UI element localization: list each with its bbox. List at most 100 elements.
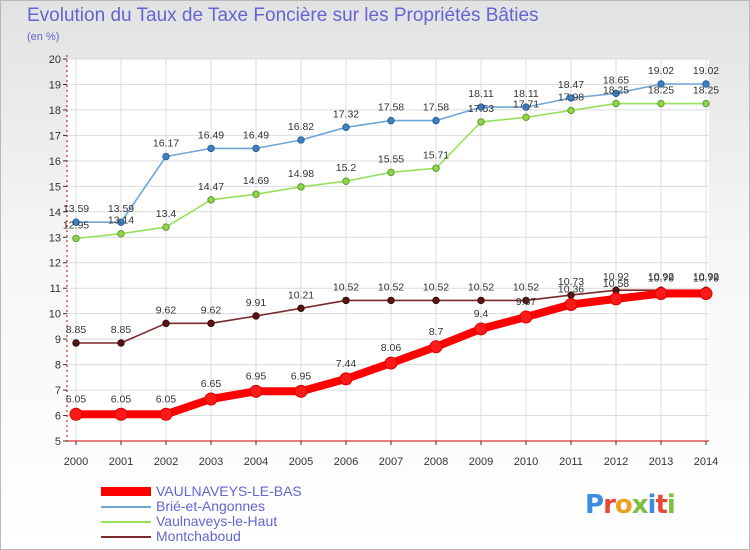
x-tick-label: 2004 (244, 456, 268, 468)
data-point-montchaboud (72, 339, 80, 347)
data-label-montchaboud: 8.85 (111, 324, 132, 336)
data-point-montchaboud (477, 296, 485, 305)
data-label-montchaboud: 10.21 (288, 289, 314, 301)
data-label-vaulnaveys-le-bas: 10.58 (603, 278, 629, 290)
proxiti-logo: Proxiti (585, 490, 676, 520)
data-point-vaulnaveys-le-haut (567, 106, 575, 115)
legend-label: Montchaboud (156, 528, 241, 544)
y-tick-label: 15 (49, 181, 61, 193)
data-point-vaulnaveys-le-haut (252, 190, 260, 198)
data-label-montchaboud: 10.52 (468, 281, 494, 293)
data-point-vaulnaveys-le-bas (609, 292, 623, 306)
data-point-vaulnaveys-le-haut (207, 196, 215, 204)
legend-label: Brié-et-Angonnes (156, 498, 265, 514)
data-point-vaulnaveys-le-haut (477, 118, 485, 126)
data-point-brie-et-angonnes (297, 136, 305, 144)
x-tick-label: 2002 (154, 456, 178, 468)
y-tick-label: 18 (49, 105, 61, 117)
data-point-vaulnaveys-le-bas (159, 407, 173, 421)
data-label-vaulnaveys-le-haut: 18.25 (603, 85, 629, 97)
data-point-brie-et-angonnes (702, 80, 710, 88)
data-label-brie-et-angonnes: 19.02 (648, 65, 674, 77)
data-label-montchaboud: 10.52 (333, 281, 359, 293)
data-point-brie-et-angonnes (432, 116, 440, 125)
data-label-vaulnaveys-le-bas: 6.65 (201, 378, 222, 390)
chart-title: Evolution du Taux de Taxe Foncière sur l… (27, 5, 539, 26)
x-tick-label: 2014 (694, 456, 718, 468)
legend-swatch (101, 506, 151, 508)
data-label-vaulnaveys-le-haut: 12.95 (63, 220, 89, 232)
y-tick-label: 8 (55, 360, 61, 372)
data-point-vaulnaveys-le-bas (474, 322, 488, 336)
data-point-vaulnaveys-le-haut (702, 99, 710, 108)
data-point-brie-et-angonnes (117, 218, 125, 226)
plot-area (67, 59, 709, 441)
data-point-brie-et-angonnes (612, 89, 620, 98)
data-label-vaulnaveys-le-bas: 6.05 (111, 393, 132, 405)
x-tick-label: 2012 (604, 456, 628, 468)
data-label-brie-et-angonnes: 13.59 (63, 203, 89, 215)
data-label-vaulnaveys-le-bas: 10.79 (693, 273, 719, 285)
data-label-montchaboud: 10.52 (423, 281, 449, 293)
y-tick-label: 12 (49, 258, 61, 270)
data-label-vaulnaveys-le-haut: 13.14 (108, 215, 134, 227)
data-point-montchaboud (432, 296, 440, 305)
data-point-vaulnaveys-le-bas (699, 287, 713, 301)
data-point-vaulnaveys-le-bas (654, 287, 668, 301)
data-label-brie-et-angonnes: 19.02 (693, 65, 719, 77)
data-point-vaulnaveys-le-bas (249, 384, 263, 398)
data-point-vaulnaveys-le-bas (69, 407, 83, 421)
data-label-brie-et-angonnes: 17.58 (423, 102, 449, 114)
y-tick-label: 11 (50, 283, 61, 295)
data-label-montchaboud: 10.52 (378, 281, 404, 293)
data-label-vaulnaveys-le-haut: 15.71 (423, 149, 449, 161)
data-label-vaulnaveys-le-haut: 15.2 (336, 162, 357, 174)
data-label-montchaboud: 10.92 (648, 271, 674, 283)
x-tick-label: 2005 (289, 456, 313, 468)
data-point-montchaboud (207, 319, 215, 328)
data-point-montchaboud (387, 296, 395, 305)
unit-label: (en %) (27, 31, 60, 43)
data-label-vaulnaveys-le-haut: 14.69 (243, 175, 269, 187)
data-point-brie-et-angonnes (252, 144, 260, 153)
data-label-vaulnaveys-le-haut: 15.55 (378, 153, 404, 165)
data-point-montchaboud (342, 296, 350, 305)
legend-swatch (101, 536, 151, 538)
data-label-brie-et-angonnes: 16.82 (288, 121, 314, 133)
data-label-montchaboud: 9.62 (156, 304, 177, 316)
data-label-vaulnaveys-le-haut: 17.53 (468, 103, 494, 115)
data-point-vaulnaveys-le-bas (294, 384, 308, 398)
data-label-brie-et-angonnes: 18.65 (603, 74, 629, 86)
data-label-brie-et-angonnes: 18.11 (513, 88, 539, 100)
y-tick-label: 9 (55, 334, 61, 346)
data-point-vaulnaveys-le-haut (72, 234, 80, 243)
data-label-vaulnaveys-le-haut: 17.98 (558, 91, 584, 103)
data-label-vaulnaveys-le-bas: 6.05 (66, 393, 87, 405)
data-point-montchaboud (117, 339, 125, 347)
data-point-brie-et-angonnes (522, 103, 530, 111)
data-point-vaulnaveys-le-bas (519, 310, 533, 324)
data-point-montchaboud (162, 319, 170, 328)
legend-swatch (101, 521, 151, 523)
data-label-vaulnaveys-le-bas: 8.7 (429, 326, 444, 338)
data-label-brie-et-angonnes: 16.49 (243, 129, 269, 141)
data-point-brie-et-angonnes (207, 144, 215, 153)
y-tick-label: 10 (49, 309, 61, 321)
y-tick-label: 13 (49, 232, 61, 244)
data-label-vaulnaveys-le-bas: 6.05 (156, 393, 177, 405)
data-label-brie-et-angonnes: 18.47 (558, 79, 584, 91)
data-label-vaulnaveys-le-bas: 8.06 (381, 342, 402, 354)
data-label-vaulnaveys-le-bas: 10.79 (648, 273, 674, 285)
data-point-vaulnaveys-le-haut (162, 223, 170, 231)
data-point-vaulnaveys-le-bas (384, 356, 398, 370)
data-label-montchaboud: 10.92 (693, 271, 719, 283)
data-label-vaulnaveys-le-haut: 14.47 (198, 181, 224, 193)
data-label-vaulnaveys-le-bas: 9.4 (474, 308, 489, 320)
y-tick-label: 16 (49, 156, 61, 168)
data-point-vaulnaveys-le-haut (342, 177, 350, 185)
data-point-brie-et-angonnes (567, 94, 575, 102)
data-point-vaulnaveys-le-bas (429, 340, 443, 354)
data-label-montchaboud: 8.85 (66, 324, 87, 336)
y-tick-label: 20 (49, 54, 61, 66)
